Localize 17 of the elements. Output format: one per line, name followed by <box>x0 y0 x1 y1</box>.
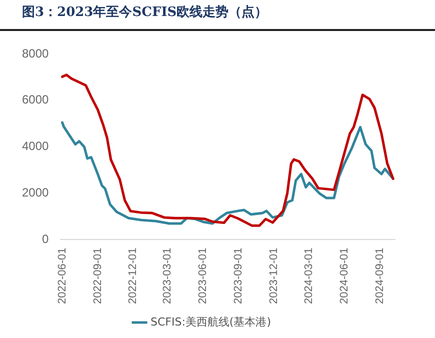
x-tick-label: 2023-09-01 <box>232 248 245 304</box>
x-tick-label: 2023-12-01 <box>268 248 280 304</box>
x-tick-label: 2024-09-01 <box>374 248 386 304</box>
x-tick-label: 2023-03-01 <box>162 248 174 304</box>
x-tick-label: 2024-06-01 <box>338 248 350 304</box>
x-tick-label: 2023-06-01 <box>197 248 210 304</box>
x-tick-label: 2022-12-01 <box>126 248 139 304</box>
y-tick-label: 0 <box>42 232 50 246</box>
x-tick-label: 2022-09-01 <box>92 248 104 304</box>
legend-label: SCFIS:美西航线(基本港) <box>150 315 272 328</box>
chart-title: 图3：2023年至今SCFIS欧线走势（点） <box>22 4 268 21</box>
x-tick-label: 2022-06-01 <box>56 248 68 304</box>
y-tick-label: 6000 <box>22 92 50 107</box>
y-tick-label: 8000 <box>22 46 50 60</box>
y-tick-label: 4000 <box>22 139 50 154</box>
x-tick-label: 2024-03-01 <box>302 248 315 304</box>
y-tick-label: 2000 <box>22 186 50 200</box>
